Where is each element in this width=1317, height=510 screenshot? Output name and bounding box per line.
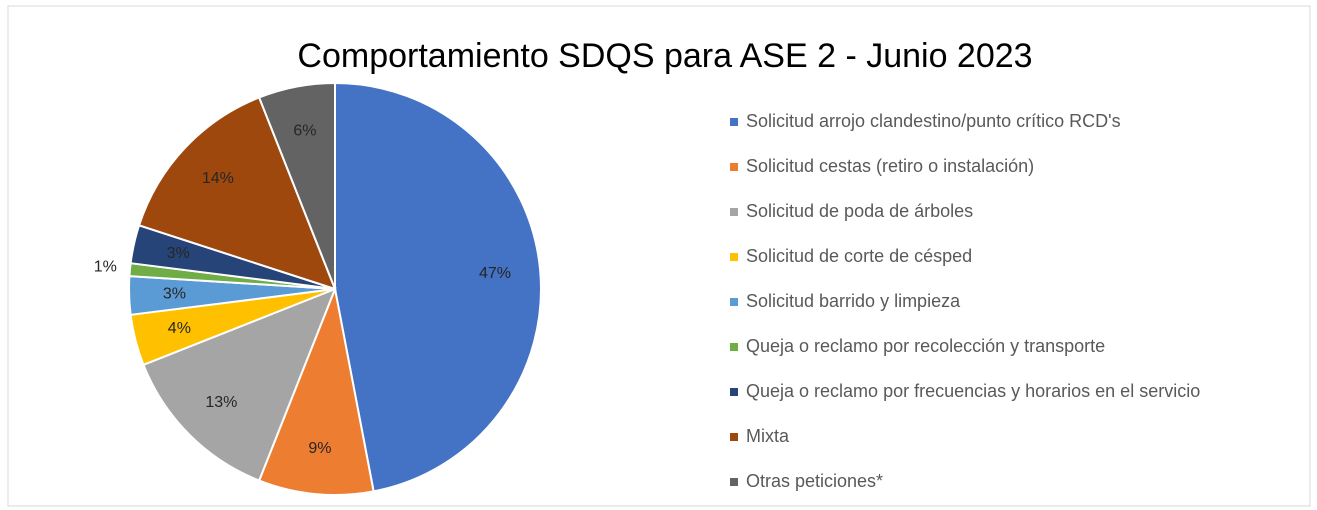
legend-label: Queja o reclamo por frecuencias y horari… [746,381,1200,401]
legend-label: Solicitud arrojo clandestino/punto críti… [746,111,1121,131]
data-label: 3% [163,285,186,302]
legend-swatch [730,433,738,441]
legend-swatch [730,388,738,396]
legend-label: Otras peticiones* [746,471,883,491]
legend-swatch [730,163,738,171]
legend-swatch [730,208,738,216]
pie-slice [137,96,337,291]
data-label: 1% [94,259,117,276]
legend-swatch [730,253,738,261]
legend-label: Queja o reclamo por recolección y transp… [746,336,1105,356]
legend-label: Solicitud de corte de césped [746,246,972,266]
pie-slice [334,81,542,493]
pie-slice [257,285,375,496]
data-label: 14% [202,170,234,187]
data-label: 3% [167,245,190,262]
pie-slice [257,81,336,290]
data-label: 6% [293,122,316,139]
data-label: 13% [205,394,237,411]
legend-label: Solicitud barrido y limpieza [746,291,961,311]
pie-slice [142,287,337,482]
legend-swatch [730,298,738,306]
legend-label: Solicitud de poda de árboles [746,201,973,221]
data-label: 9% [308,440,331,457]
data-label: 4% [168,320,191,337]
data-label: 47% [479,265,511,282]
legend-swatch [730,118,738,126]
legend-swatch [730,478,738,486]
chart-title: Comportamiento SDQS para ASE 2 - Junio 2… [297,37,1032,75]
legend-label: Solicitud cestas (retiro o instalación) [746,156,1034,176]
legend-label: Mixta [746,426,790,446]
legend-swatch [730,343,738,351]
